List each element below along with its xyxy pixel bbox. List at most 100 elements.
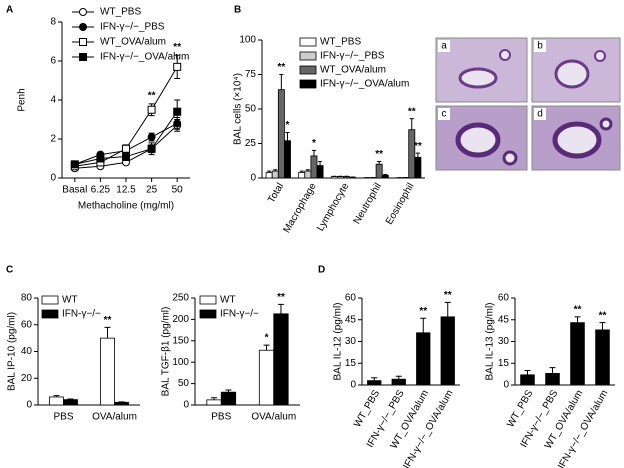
legend-label: IFN-γ−/−_OVA/alum [100, 52, 189, 63]
y-tick-label: 0 [350, 380, 356, 391]
legend-swatch [199, 309, 217, 319]
y-tick-label: 2 [50, 134, 56, 145]
bar [298, 172, 306, 179]
legend-label: WT_PBS [100, 7, 141, 18]
significance: ** [574, 304, 582, 315]
significance: ** [104, 315, 112, 326]
legend-label: IFN-γ−/−_OVA/alum [320, 79, 409, 90]
bar [114, 401, 129, 406]
x-tick-label: PBS [211, 412, 231, 423]
panel-label: B [234, 5, 241, 16]
y-tick-label: 50 [245, 104, 257, 115]
x-tick-label: 25 [146, 185, 158, 196]
y-tick-label: 60 [498, 293, 510, 304]
y-tick-label: 0 [250, 173, 256, 184]
bar [271, 170, 279, 179]
error-bar [305, 169, 310, 172]
point [147, 133, 156, 142]
micrograph-a: a [435, 37, 528, 103]
bar [258, 349, 275, 406]
significance: ** [414, 141, 422, 152]
micrograph-label: d [537, 109, 543, 120]
bar [343, 176, 351, 179]
bar [570, 322, 585, 386]
significance: ** [375, 149, 383, 160]
point [147, 105, 156, 114]
y-tick-label: 4 [50, 95, 56, 106]
y-tick-label: 250 [172, 293, 189, 304]
error-bar [279, 74, 284, 90]
legend-label: IFN-γ−/−_PBS [320, 51, 385, 62]
y-tick-label: 45 [498, 314, 510, 325]
micrograph-label: c [442, 109, 447, 120]
micrograph-c: c [435, 105, 528, 171]
bar [206, 399, 222, 406]
error-bar [409, 118, 414, 130]
legend-label: WT [220, 295, 236, 306]
bar [273, 313, 289, 406]
point [70, 160, 79, 169]
point [173, 107, 182, 116]
point [122, 152, 130, 161]
y-tick-label: 100 [239, 35, 256, 46]
bar [330, 176, 338, 179]
micrograph-label: b [537, 41, 543, 52]
y-tick-label: 25 [245, 138, 257, 149]
y-tick-label: 75 [245, 69, 257, 80]
bar [277, 89, 285, 179]
panel-label: A [6, 5, 13, 16]
bar [416, 332, 431, 386]
x-axis-label: Methacholine (mg/ml) [78, 201, 174, 212]
legend-label: WT_OVA/alum [100, 37, 166, 48]
x-tick-label: 50 [172, 185, 184, 196]
y-axis-label: Penh [17, 88, 28, 111]
bar [381, 174, 389, 179]
y-tick-label: 15 [345, 358, 357, 369]
legend-label: IFN-γ−/−_PBS [100, 22, 165, 33]
legend-label: IFN-γ−/− [62, 309, 101, 320]
legend-swatch [199, 295, 217, 305]
y-axis-label: BAL IP-10 (pg/ml) [7, 312, 18, 391]
x-tick-label: PBS [53, 412, 73, 423]
significance: ** [444, 290, 452, 301]
point [96, 154, 105, 163]
error-bar [371, 377, 378, 381]
significance: ** [599, 310, 607, 321]
y-axis-label: BAL cells (×10⁴) [233, 73, 244, 145]
legend-swatch [299, 37, 317, 47]
legend-marker [79, 38, 87, 46]
y-tick-label: 80 [21, 293, 33, 304]
y-tick-label: 150 [172, 335, 189, 346]
error-bar [599, 322, 606, 330]
y-tick-label: 0 [503, 380, 509, 391]
bar [414, 156, 422, 179]
point [147, 144, 156, 153]
legend-label: WT_OVA/alum [320, 65, 386, 76]
x-tick-label: OVA/alum [251, 412, 296, 423]
y-tick-label: 50 [178, 378, 190, 389]
error-bar [53, 395, 60, 397]
micrograph-d: d [531, 105, 621, 171]
y-tick-label: 200 [172, 314, 189, 325]
error-bar [549, 367, 556, 374]
y-tick-label: 0 [26, 400, 32, 411]
significance: ** [277, 292, 285, 303]
bar [220, 391, 237, 406]
error-bar [263, 344, 270, 351]
bar [595, 329, 610, 386]
significance: ** [419, 306, 427, 317]
bar [49, 396, 64, 406]
micrograph-b: b [531, 37, 621, 103]
legend-marker [79, 53, 87, 61]
significance: ** [277, 62, 285, 73]
error-bar [311, 149, 316, 156]
x-tick-label: 6.25 [91, 185, 111, 196]
bar [63, 399, 78, 406]
x-tick-label: Total [266, 181, 286, 205]
error-bar [383, 174, 388, 176]
x-tick-label: 12.5 [116, 185, 136, 196]
bar [316, 165, 324, 179]
panel-label: C [6, 265, 13, 276]
bar [408, 129, 416, 179]
